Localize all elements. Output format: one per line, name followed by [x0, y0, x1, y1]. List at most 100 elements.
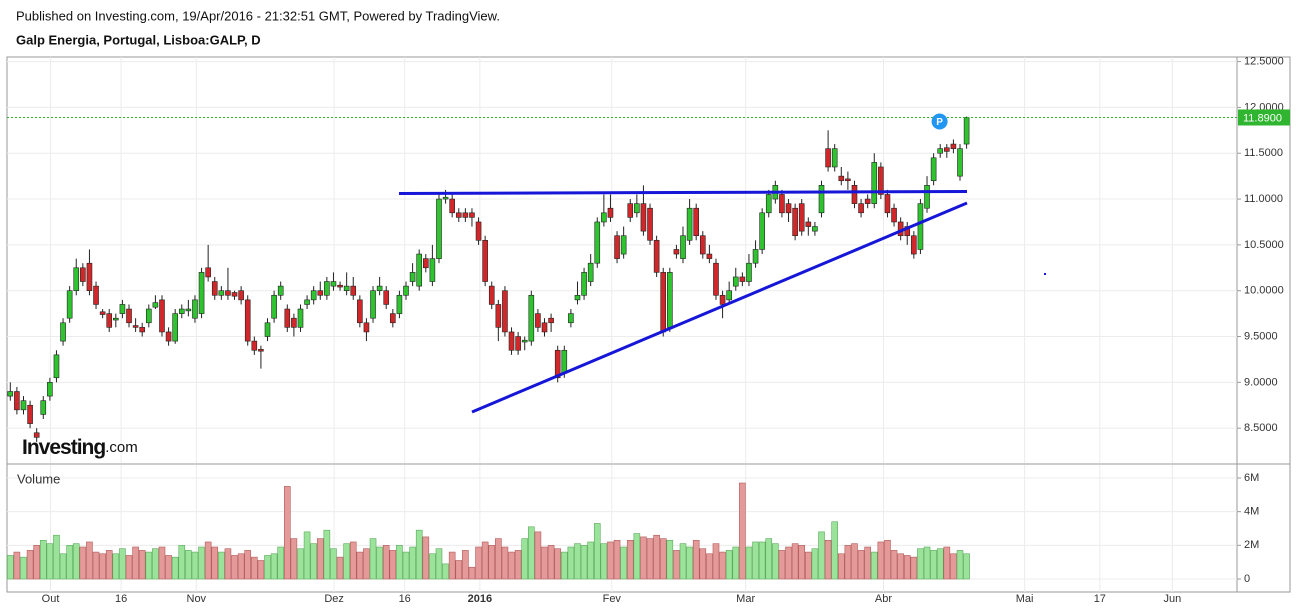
candle-body [521, 339, 528, 343]
volume-bar [857, 550, 865, 580]
candle-body [40, 400, 47, 415]
y-tick-label: 9.5000 [1244, 330, 1278, 342]
support-trendline [471, 201, 968, 414]
candle-body [779, 194, 785, 214]
volume-bar [699, 548, 707, 580]
candle-body [165, 331, 172, 342]
volume-label: Volume [17, 471, 60, 486]
volume-bar [758, 541, 766, 580]
candle-body [502, 290, 508, 333]
volume-bar [382, 545, 390, 580]
candle-body [291, 317, 297, 328]
candle-body [422, 258, 429, 269]
volume-bar [607, 541, 614, 580]
candle-body [455, 212, 462, 218]
candle-body [667, 272, 673, 328]
volume-bar [178, 545, 186, 580]
volume-bar [943, 546, 951, 580]
candle-body [528, 294, 535, 342]
y-tick-label: 10.0000 [1244, 285, 1284, 297]
volume-bar [778, 550, 786, 580]
volume-bar [613, 539, 621, 580]
volume-bar [72, 543, 80, 580]
volume-bar [171, 556, 179, 580]
candle-body [752, 249, 759, 264]
candle-body [818, 185, 825, 214]
volume-bar [422, 536, 430, 580]
candle-body [640, 203, 647, 232]
volume-bar [534, 531, 542, 580]
candle-body [304, 299, 310, 305]
last-price-box [1238, 109, 1290, 126]
candle-body [864, 198, 871, 204]
volume-bar [138, 550, 146, 580]
volume-bar [877, 541, 885, 580]
candle-body [739, 276, 746, 282]
candle-body [594, 221, 601, 264]
candle-body [251, 340, 258, 351]
candle-body [469, 212, 475, 218]
candle-body [653, 239, 660, 273]
volume-bar [864, 546, 871, 580]
candle-body [271, 294, 277, 319]
candle-body [324, 281, 330, 296]
candle-body [244, 299, 251, 342]
volume-bar [501, 546, 509, 580]
volume-bar [772, 543, 779, 580]
candle-body [159, 299, 165, 333]
volume-bar [198, 546, 205, 580]
candle-body [343, 285, 350, 292]
volume-bar [79, 546, 87, 580]
candle-body [132, 325, 139, 328]
volume-bar [686, 546, 693, 580]
x-tick-label: Jun [1163, 593, 1181, 605]
candle-body [231, 292, 238, 297]
volume-bar [303, 531, 311, 580]
candle-body [383, 290, 390, 305]
volume-tick-label: 4M [1244, 506, 1259, 518]
candle-body [317, 290, 324, 296]
volume-bar [890, 550, 898, 580]
volume-bar [950, 553, 957, 580]
candle-body [53, 354, 60, 379]
volume-bar [646, 538, 654, 580]
volume-bar [224, 548, 232, 580]
volume-bar [837, 553, 845, 580]
volume-bar [620, 546, 627, 580]
y-tick-label: 12.5000 [1244, 55, 1284, 67]
candle-body [60, 322, 66, 342]
volume-bar [310, 543, 317, 580]
volume-bar [752, 541, 759, 580]
x-tick-label: 2016 [468, 593, 492, 605]
volume-bar [152, 548, 159, 580]
candle-body [950, 143, 957, 149]
candle-body [27, 404, 33, 424]
candle-body [957, 148, 963, 177]
badge-label: P [936, 117, 943, 128]
candle-body [7, 391, 14, 397]
x-tick-label: Nov [187, 593, 207, 605]
candle-body [310, 290, 317, 301]
volume-bar [112, 553, 120, 580]
candle-body [211, 281, 218, 296]
candle-body [535, 313, 541, 328]
x-tick-label: Fev [603, 593, 622, 605]
volume-tick-label: 0 [1244, 573, 1250, 585]
volume-bar [528, 526, 535, 580]
volume-bar [936, 548, 944, 580]
grid: Out 16 Nov Dez 16 2016 Fev Mar Abr Mai 17 Jun 8.5000… [7, 55, 1284, 605]
volume-bar [442, 563, 449, 580]
x-tick-label: Abr [875, 593, 892, 605]
volume-bar [897, 553, 904, 580]
volume-bar [33, 545, 40, 580]
volume-bar [495, 538, 502, 580]
volume-bar [185, 550, 192, 580]
volume-bar [462, 550, 469, 580]
x-tick-label: Mai [1016, 593, 1034, 605]
candle-body [429, 258, 436, 282]
volume-bar [119, 548, 126, 580]
x-tick-label: 16 [115, 593, 127, 605]
volume-bar [415, 529, 423, 580]
volume-bar [732, 546, 740, 580]
